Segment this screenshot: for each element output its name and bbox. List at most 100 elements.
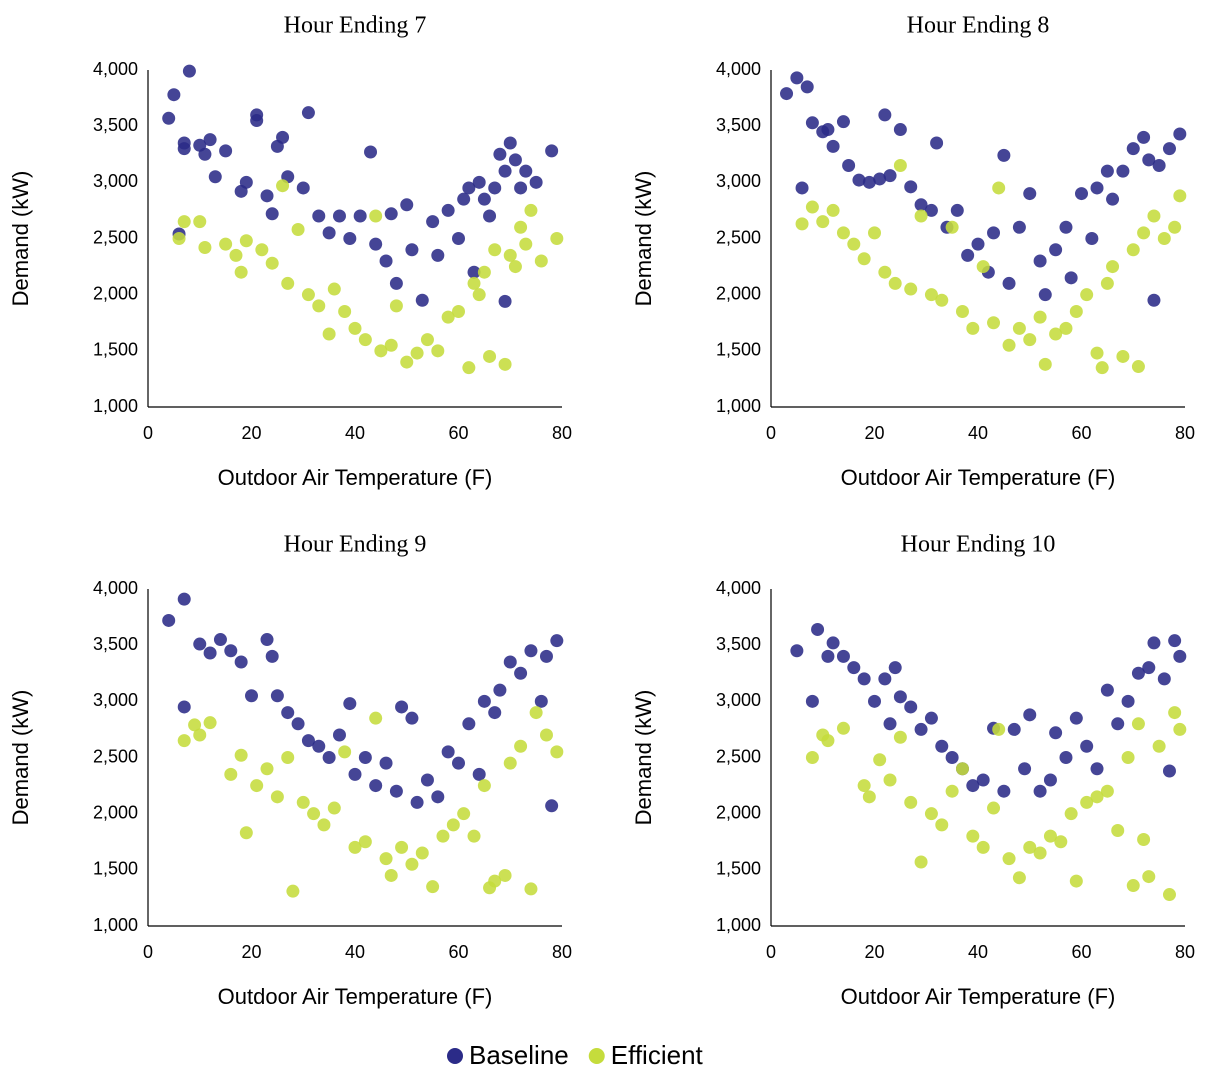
point <box>550 634 564 648</box>
point <box>847 661 861 675</box>
point <box>821 649 835 663</box>
point <box>945 220 959 234</box>
point <box>1012 220 1026 234</box>
point <box>847 237 861 251</box>
y-tick-label: 2,000 <box>93 283 138 303</box>
point <box>317 818 331 832</box>
point <box>1152 739 1166 753</box>
point <box>1080 288 1094 302</box>
point <box>395 840 409 854</box>
point <box>524 644 538 658</box>
point <box>1126 879 1140 893</box>
point <box>1069 305 1083 319</box>
point <box>462 361 476 375</box>
point <box>420 333 434 347</box>
point <box>955 305 969 319</box>
series <box>177 706 564 898</box>
y-tick-label: 3,500 <box>716 115 761 135</box>
point <box>987 316 1001 330</box>
point <box>924 711 938 725</box>
point <box>1059 321 1073 335</box>
point <box>281 706 295 720</box>
point <box>790 644 804 658</box>
point <box>935 818 949 832</box>
point <box>1168 634 1182 648</box>
point <box>420 773 434 787</box>
point <box>1157 672 1171 686</box>
point <box>539 728 553 742</box>
point <box>1100 784 1114 798</box>
point <box>1080 739 1094 753</box>
series <box>790 622 1187 798</box>
y-tick-label: 1,000 <box>93 396 138 416</box>
y-tick-label: 4,000 <box>716 578 761 598</box>
y-tick-label: 2,500 <box>716 227 761 247</box>
point <box>1126 243 1140 257</box>
point <box>224 644 238 658</box>
point <box>436 829 450 843</box>
point <box>384 338 398 352</box>
point <box>1162 142 1176 156</box>
point <box>488 706 502 720</box>
x-tick-label: 60 <box>1071 423 1091 443</box>
point <box>508 260 522 274</box>
point <box>1095 361 1109 375</box>
point <box>415 293 429 307</box>
point <box>467 276 481 290</box>
point <box>1043 829 1057 843</box>
point <box>198 240 212 254</box>
point <box>862 175 876 189</box>
point <box>503 136 517 150</box>
point <box>410 795 424 809</box>
legend-marker <box>588 1048 605 1064</box>
point <box>524 882 538 896</box>
x-tick-label: 20 <box>864 423 884 443</box>
y-tick-label: 3,500 <box>716 634 761 654</box>
point <box>265 207 279 221</box>
point <box>462 717 476 731</box>
point <box>348 321 362 335</box>
point <box>312 739 326 753</box>
chart-title: Hour Ending 10 <box>901 532 1056 558</box>
point <box>519 164 533 178</box>
x-axis-label: Outdoor Air Temperature (F) <box>841 984 1116 1009</box>
x-tick-label: 0 <box>143 423 153 443</box>
y-tick-label: 1,500 <box>716 340 761 360</box>
point <box>780 87 794 101</box>
point <box>1002 338 1016 352</box>
point <box>498 357 512 371</box>
point <box>452 305 465 319</box>
point <box>239 826 253 840</box>
point <box>208 170 222 184</box>
point <box>369 209 383 223</box>
y-tick-label: 1,500 <box>716 859 761 879</box>
y-tick-label: 3,500 <box>93 634 138 654</box>
point <box>379 254 393 268</box>
point <box>539 649 553 663</box>
point <box>1023 333 1037 347</box>
point <box>1111 717 1125 731</box>
point <box>1173 127 1187 141</box>
point <box>1121 751 1135 764</box>
point <box>992 181 1006 195</box>
point <box>1142 870 1156 884</box>
point <box>966 829 980 843</box>
point <box>229 248 243 262</box>
x-tick-label: 20 <box>864 942 884 962</box>
point <box>904 795 918 809</box>
point <box>177 215 191 229</box>
point <box>1142 153 1156 167</box>
point <box>493 683 507 697</box>
point <box>291 717 305 731</box>
point <box>997 784 1011 798</box>
point <box>193 728 207 742</box>
point <box>904 180 918 194</box>
point <box>987 226 1001 240</box>
point <box>301 288 315 302</box>
point <box>198 147 212 161</box>
point <box>219 144 233 158</box>
x-tick-label: 80 <box>1175 942 1195 962</box>
point <box>405 857 419 871</box>
point <box>529 706 543 720</box>
point <box>281 276 295 290</box>
